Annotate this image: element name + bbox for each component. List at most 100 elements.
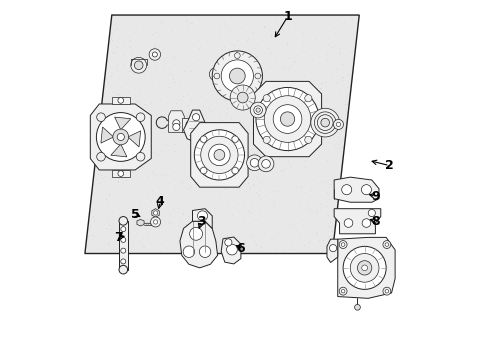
Polygon shape: [152, 209, 159, 217]
Point: [128, 51, 136, 57]
Point: [285, 55, 293, 61]
Point: [278, 64, 285, 70]
Point: [316, 85, 324, 91]
Point: [322, 203, 329, 209]
Point: [335, 139, 343, 145]
Point: [215, 58, 223, 64]
Circle shape: [230, 85, 255, 110]
Point: [216, 148, 224, 154]
Point: [223, 232, 231, 238]
Circle shape: [280, 112, 294, 126]
Point: [159, 65, 167, 71]
Point: [193, 26, 201, 31]
Point: [312, 208, 320, 214]
Point: [170, 79, 178, 85]
Point: [117, 84, 125, 90]
Point: [334, 141, 342, 147]
Point: [341, 129, 349, 135]
Point: [283, 26, 291, 32]
Circle shape: [234, 53, 240, 58]
Point: [169, 206, 177, 212]
Circle shape: [354, 305, 360, 310]
Point: [225, 181, 233, 187]
Point: [173, 108, 181, 114]
Point: [255, 210, 263, 216]
Point: [342, 84, 350, 90]
Circle shape: [212, 71, 218, 77]
Point: [343, 101, 350, 107]
Point: [252, 96, 260, 102]
Point: [278, 66, 286, 72]
Point: [278, 26, 285, 32]
Point: [307, 96, 315, 102]
Point: [278, 122, 286, 128]
Point: [108, 37, 116, 43]
Polygon shape: [128, 131, 141, 147]
Point: [297, 216, 305, 222]
Point: [129, 243, 137, 249]
Point: [338, 77, 346, 83]
Point: [176, 96, 184, 102]
Circle shape: [194, 130, 244, 180]
Point: [126, 37, 134, 43]
Point: [272, 78, 280, 84]
Point: [110, 144, 118, 150]
Point: [232, 37, 240, 42]
Point: [155, 123, 163, 129]
Point: [322, 97, 329, 103]
Point: [207, 222, 215, 228]
Point: [222, 186, 230, 192]
Point: [187, 68, 195, 73]
Point: [324, 41, 331, 47]
Polygon shape: [101, 127, 113, 143]
Point: [323, 56, 331, 62]
Point: [218, 215, 225, 220]
Point: [181, 68, 189, 74]
Point: [121, 239, 128, 244]
Point: [325, 169, 333, 175]
Point: [152, 218, 160, 224]
Point: [171, 183, 179, 189]
Point: [313, 141, 321, 147]
Point: [158, 152, 165, 157]
Point: [257, 244, 265, 249]
Point: [181, 198, 188, 204]
Circle shape: [201, 136, 238, 174]
Point: [228, 30, 236, 36]
Text: 8: 8: [370, 215, 379, 228]
Point: [117, 151, 125, 157]
Point: [311, 143, 319, 148]
Point: [108, 71, 116, 76]
Point: [113, 91, 121, 96]
Point: [327, 229, 335, 234]
Point: [268, 143, 276, 149]
Polygon shape: [112, 97, 129, 104]
Point: [149, 202, 157, 207]
Point: [114, 179, 122, 185]
Circle shape: [200, 136, 206, 143]
Point: [263, 99, 271, 105]
Point: [136, 239, 144, 245]
Point: [247, 131, 255, 136]
Point: [179, 180, 186, 185]
Circle shape: [199, 246, 210, 257]
Circle shape: [136, 152, 144, 161]
Circle shape: [320, 118, 329, 127]
Point: [291, 59, 299, 64]
Point: [268, 188, 276, 194]
Point: [264, 243, 272, 249]
Point: [104, 193, 112, 199]
Point: [132, 98, 140, 104]
Point: [323, 51, 330, 57]
Point: [150, 42, 158, 48]
Circle shape: [119, 265, 127, 274]
Point: [218, 150, 226, 156]
Point: [164, 180, 172, 186]
Point: [301, 49, 308, 55]
Point: [252, 190, 260, 195]
Point: [98, 175, 105, 181]
Point: [158, 19, 166, 25]
Point: [325, 219, 333, 225]
Point: [261, 193, 268, 198]
Point: [301, 87, 309, 93]
